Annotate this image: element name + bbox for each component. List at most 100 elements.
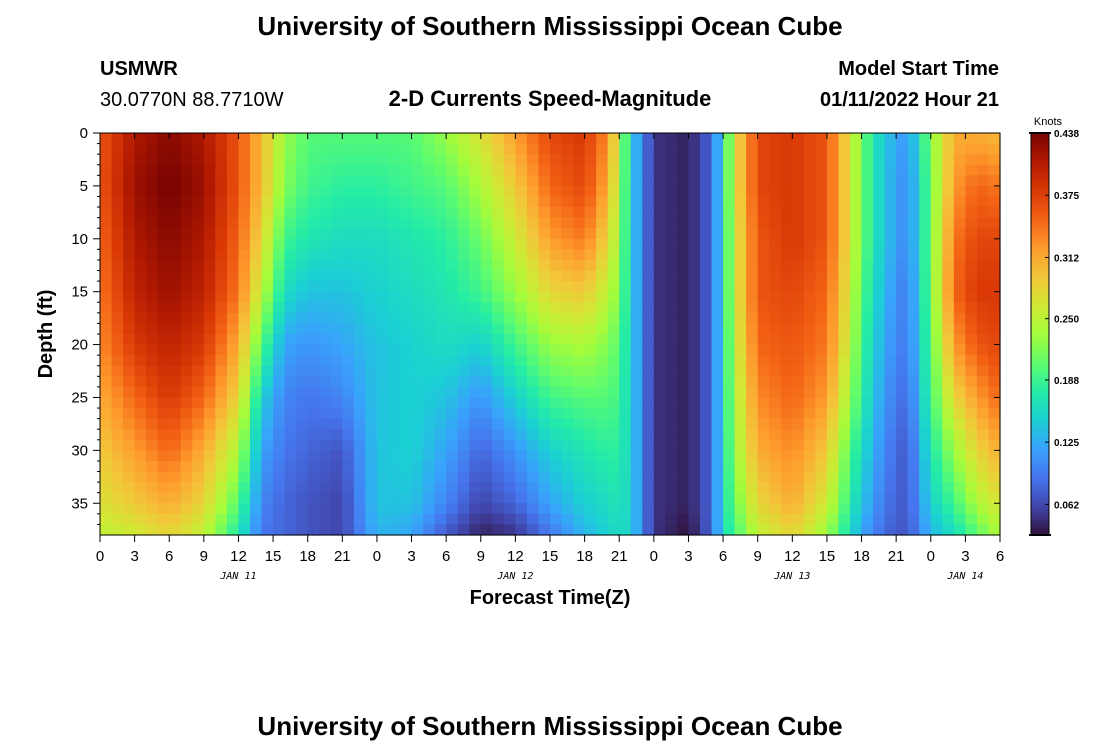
heatmap-cell (953, 312, 966, 325)
heatmap-cell (688, 344, 701, 356)
heatmap-cell (503, 355, 516, 367)
heatmap-cell (873, 196, 886, 208)
heatmap-cell (653, 217, 666, 229)
heatmap-cell (884, 386, 897, 399)
heatmap-cell (792, 154, 805, 166)
heatmap-cell (861, 185, 874, 198)
heatmap-cell (792, 450, 805, 462)
heatmap-cell (100, 376, 113, 388)
heatmap-cell (134, 164, 147, 176)
heatmap-cell (850, 397, 863, 409)
heatmap-cell (550, 196, 563, 208)
heatmap-cell (850, 513, 863, 526)
heatmap-cell (919, 249, 932, 261)
heatmap-cell (642, 207, 655, 219)
heatmap-cell (619, 259, 632, 272)
heatmap-cell (942, 207, 955, 219)
heatmap-cell (665, 503, 678, 515)
heatmap-cell (100, 450, 113, 462)
heatmap-cell (226, 429, 240, 441)
x-axis-label: Forecast Time(Z) (470, 587, 631, 609)
heatmap-cell (261, 196, 274, 208)
heatmap-cell (146, 450, 159, 462)
colorbar-segment (1031, 203, 1049, 208)
colorbar-segment (1031, 323, 1049, 328)
heatmap-cell (757, 323, 770, 335)
heatmap-cell (353, 408, 366, 420)
heatmap-cell (192, 217, 205, 229)
heatmap-cell (838, 185, 851, 198)
heatmap-cell (307, 249, 320, 261)
heatmap-cell (134, 175, 147, 187)
heatmap-cell (676, 238, 690, 250)
heatmap-cell (630, 344, 643, 356)
heatmap-cell (492, 365, 505, 377)
heatmap-cell (526, 228, 540, 240)
heatmap-cell (757, 228, 770, 240)
heatmap-cell (180, 524, 193, 536)
heatmap-cell (953, 154, 966, 166)
heatmap-cell (630, 207, 643, 219)
heatmap-cell (457, 154, 470, 166)
heatmap-cell (353, 482, 366, 494)
heatmap-cell (919, 365, 932, 377)
heatmap-cell (180, 143, 193, 155)
heatmap-cell (700, 503, 713, 515)
heatmap-cell (515, 323, 528, 335)
heatmap-cell (469, 524, 482, 536)
heatmap-cell (919, 259, 932, 272)
heatmap-cell (365, 503, 378, 515)
heatmap-cell (376, 397, 390, 409)
heatmap-cell (353, 365, 366, 377)
heatmap-cell (688, 365, 701, 377)
heatmap-cell (861, 312, 874, 325)
heatmap-cell (146, 408, 159, 420)
heatmap-cell (157, 217, 170, 229)
heatmap-cell (146, 513, 159, 526)
heatmap-cell (319, 460, 332, 473)
heatmap-cell (538, 281, 551, 293)
heatmap-cell (296, 429, 309, 441)
heatmap-cell (584, 323, 597, 335)
heatmap-cell (526, 164, 540, 176)
heatmap-cell (988, 418, 1001, 430)
heatmap-cell (388, 259, 401, 272)
heatmap-cell (711, 408, 724, 420)
heatmap-cell (561, 133, 574, 145)
heatmap-cell (873, 238, 886, 250)
heatmap-cell (630, 355, 643, 367)
heatmap-cell (261, 238, 274, 250)
heatmap-cell (365, 492, 378, 504)
heatmap-cell (907, 386, 920, 399)
heatmap-cell (607, 482, 620, 494)
heatmap-cell (907, 164, 920, 176)
heatmap-cell (261, 418, 274, 430)
heatmap-cell (319, 376, 332, 388)
heatmap-cell (803, 217, 816, 229)
heatmap-cell (319, 429, 332, 441)
heatmap-cell (757, 334, 770, 346)
heatmap-cell (873, 482, 886, 494)
heatmap-cell (711, 281, 724, 293)
heatmap-cell (538, 259, 551, 272)
heatmap-cell (550, 291, 563, 303)
heatmap-cell (746, 408, 759, 420)
heatmap-cell (353, 238, 366, 250)
heatmap-cell (734, 492, 747, 504)
heatmap-cell (319, 334, 332, 346)
heatmap-cell (457, 281, 470, 293)
heatmap-cell (238, 323, 251, 335)
heatmap-cell (665, 217, 678, 229)
heatmap-cell (734, 365, 747, 377)
heatmap-cell (676, 376, 690, 388)
heatmap-cell (446, 482, 459, 494)
heatmap-cell (619, 513, 632, 526)
colorbar-unit: Knots (1034, 116, 1063, 128)
heatmap-cell (838, 196, 851, 208)
heatmap-cell (965, 513, 978, 526)
heatmap-cell (411, 323, 424, 335)
heatmap-cell (434, 133, 447, 145)
heatmap-cell (353, 429, 366, 441)
heatmap-cell (515, 133, 528, 145)
heatmap-cell (953, 259, 966, 272)
